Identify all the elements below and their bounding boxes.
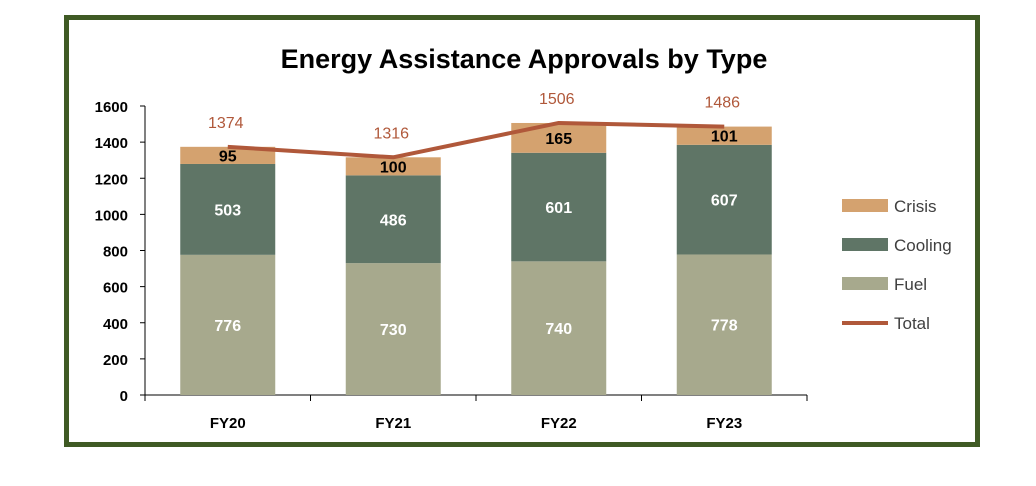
y-tick-label: 0 [120,388,128,405]
legend-label-crisis: Crisis [894,197,937,216]
y-tick-label: 1600 [95,99,128,116]
x-tick-label: FY23 [706,415,742,432]
data-label-fuel: 730 [380,322,407,339]
y-tick-label: 1200 [95,171,128,188]
bar-cooling-fy21 [345,175,441,264]
bar-crisis-fy23 [676,126,772,145]
data-label-fuel: 776 [214,318,241,335]
bar-cooling-fy22 [511,152,607,262]
x-tick-label: FY20 [210,415,246,432]
data-label-cooling: 607 [711,193,738,210]
y-tick-label: 200 [103,352,128,369]
y-tick-label: 800 [103,244,128,261]
legend-swatch-cooling [842,238,888,251]
legend-label-fuel: Fuel [894,275,927,294]
data-label-crisis: 101 [711,129,738,146]
bar-cooling-fy20 [180,163,276,255]
bar-fuel-fy21 [345,263,441,395]
data-label-fuel: 740 [545,321,572,338]
legend-label-cooling: Cooling [894,236,952,255]
data-label-crisis: 165 [545,131,572,148]
data-label-cooling: 601 [545,200,572,217]
bar-crisis-fy21 [345,157,441,176]
data-label-total: 1486 [704,95,740,112]
data-label-crisis: 95 [219,148,237,165]
chart-title: Energy Assistance Approvals by Type [281,44,768,74]
bar-fuel-fy22 [511,261,607,395]
data-label-cooling: 503 [214,202,241,219]
data-label-cooling: 486 [380,212,407,229]
y-tick-label: 1000 [95,207,128,224]
legend-swatch-crisis [842,199,888,212]
legend-swatch-fuel [842,277,888,290]
legend-label-total: Total [894,314,930,333]
y-tick-label: 600 [103,280,128,297]
x-tick-label: FY21 [375,415,411,432]
bar-crisis-fy20 [180,146,276,164]
data-label-total: 1506 [539,91,575,108]
data-label-total: 1374 [208,115,244,132]
x-tick-label: FY22 [541,415,577,432]
data-label-crisis: 100 [380,159,407,176]
y-tick-label: 1400 [95,135,128,152]
line-total [227,120,725,160]
bar-cooling-fy23 [676,144,772,255]
bar-fuel-fy23 [676,254,772,395]
data-label-fuel: 778 [711,318,738,335]
y-tick-label: 400 [103,316,128,333]
data-label-total: 1316 [373,125,409,142]
bar-fuel-fy20 [180,254,276,395]
